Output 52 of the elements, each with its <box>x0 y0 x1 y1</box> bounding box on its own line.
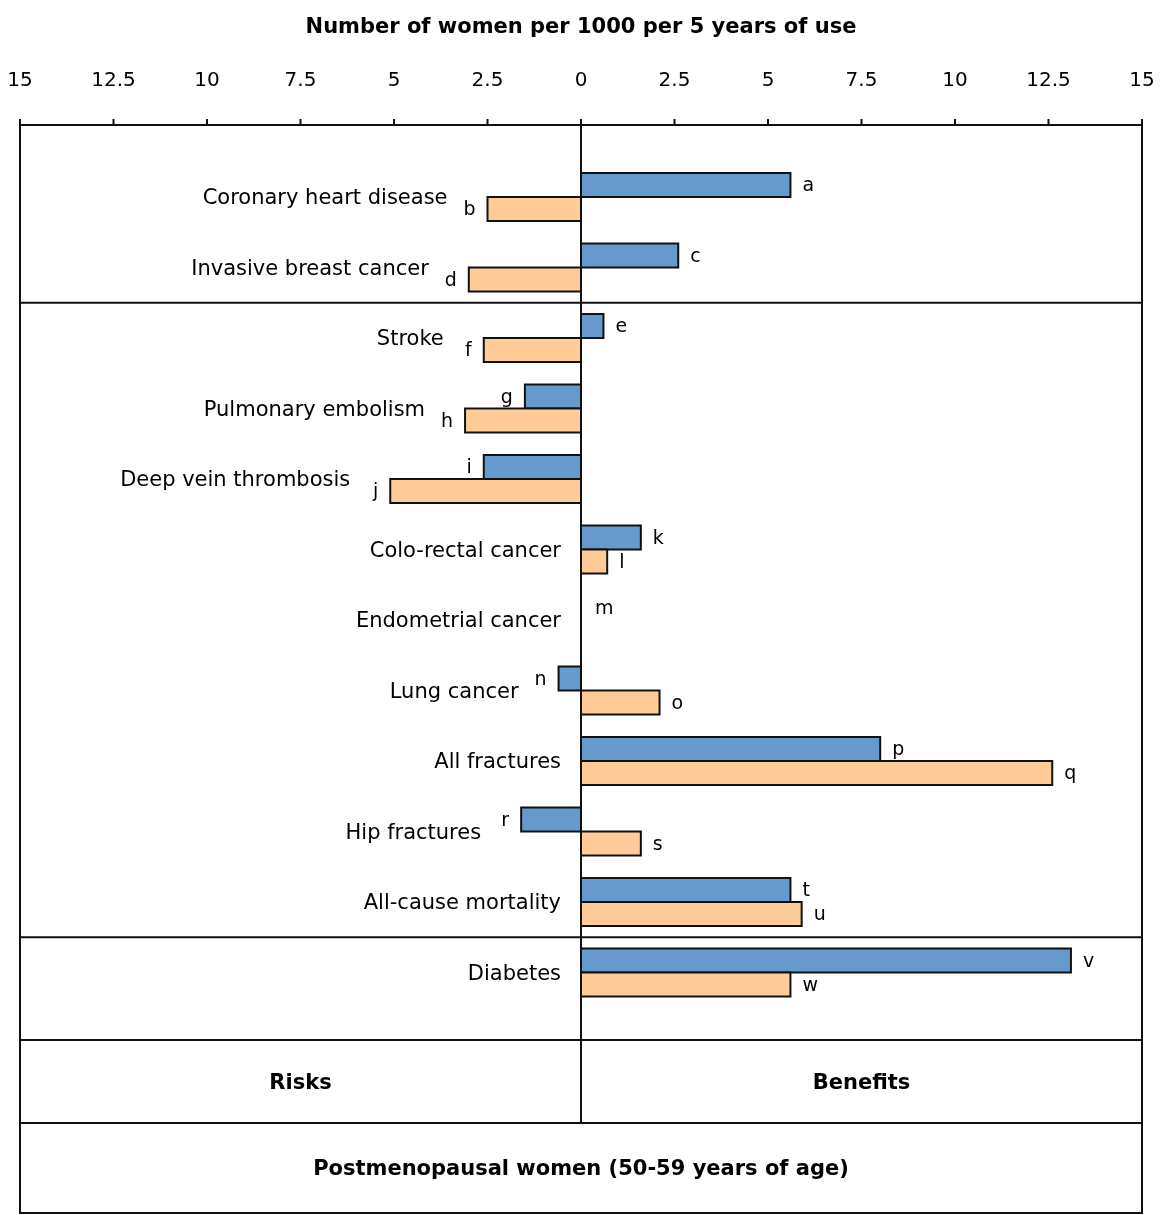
x-tick-label: 0 <box>574 67 588 91</box>
y-tick-label: Stroke <box>376 326 444 350</box>
y-tick-label: Lung cancer <box>389 678 519 703</box>
data-label: q <box>1064 761 1077 783</box>
text: Postmenopausal women (50-59 years of age) <box>313 1156 849 1180</box>
data-label: c <box>690 243 701 266</box>
data-label: d <box>444 267 457 290</box>
x-tick-label: 7.5 <box>845 67 878 91</box>
data-label: h <box>441 408 454 431</box>
y-tick-label: Hip fractures <box>345 819 482 844</box>
data-label: f <box>465 338 474 360</box>
y-tick-label: Endometrial cancer <box>355 608 562 632</box>
data-label: j <box>371 479 379 501</box>
x-tick-label: 15 <box>1129 67 1155 91</box>
x-tick-label: 2.5 <box>471 67 504 91</box>
text: Risks <box>269 1069 332 1094</box>
data-label: n <box>534 666 547 689</box>
data-label: o <box>671 690 684 713</box>
y-tick-label: Invasive breast cancer <box>191 255 430 280</box>
y-tick-label: All-cause mortality <box>363 890 561 914</box>
text: Benefits <box>812 1069 911 1094</box>
data-label: i <box>466 455 472 477</box>
data-label: u <box>813 902 826 924</box>
data-label: p <box>892 737 905 759</box>
data-label: s <box>652 831 663 854</box>
data-label: a <box>802 173 815 195</box>
data-label: r <box>501 807 510 830</box>
x-axis-title: Number of women per 1000 per 5 years of use <box>305 14 857 38</box>
data-label: b <box>463 197 476 219</box>
data-label: v <box>1082 948 1095 971</box>
x-tick-label: 5 <box>387 67 401 91</box>
data-label: k <box>652 525 664 548</box>
x-tick-label: 7.5 <box>284 67 317 91</box>
data-label: t <box>802 878 810 900</box>
data-label: g <box>500 384 513 407</box>
x-tick-label: 15 <box>7 67 33 91</box>
data-label: l <box>619 549 625 572</box>
x-tick-label: 10 <box>942 67 968 91</box>
x-tick-label: 5 <box>761 67 775 91</box>
y-tick-label: Pulmonary embolism <box>203 396 426 421</box>
x-tick-label: 12.5 <box>1026 67 1071 91</box>
data-label: e <box>615 314 628 336</box>
y-tick-label: Deep vein thrombosis <box>120 467 351 491</box>
x-tick-label: 10 <box>194 67 220 91</box>
y-tick-label: Coronary heart disease <box>202 185 448 209</box>
y-tick-label: Colo-rectal cancer <box>369 537 562 562</box>
data-label: w <box>802 972 818 995</box>
y-tick-label: Diabetes <box>467 960 561 985</box>
x-tick-label: 2.5 <box>658 67 691 91</box>
text: m <box>595 596 614 618</box>
x-tick-label: 12.5 <box>91 67 136 91</box>
y-tick-label: All fractures <box>434 749 561 773</box>
